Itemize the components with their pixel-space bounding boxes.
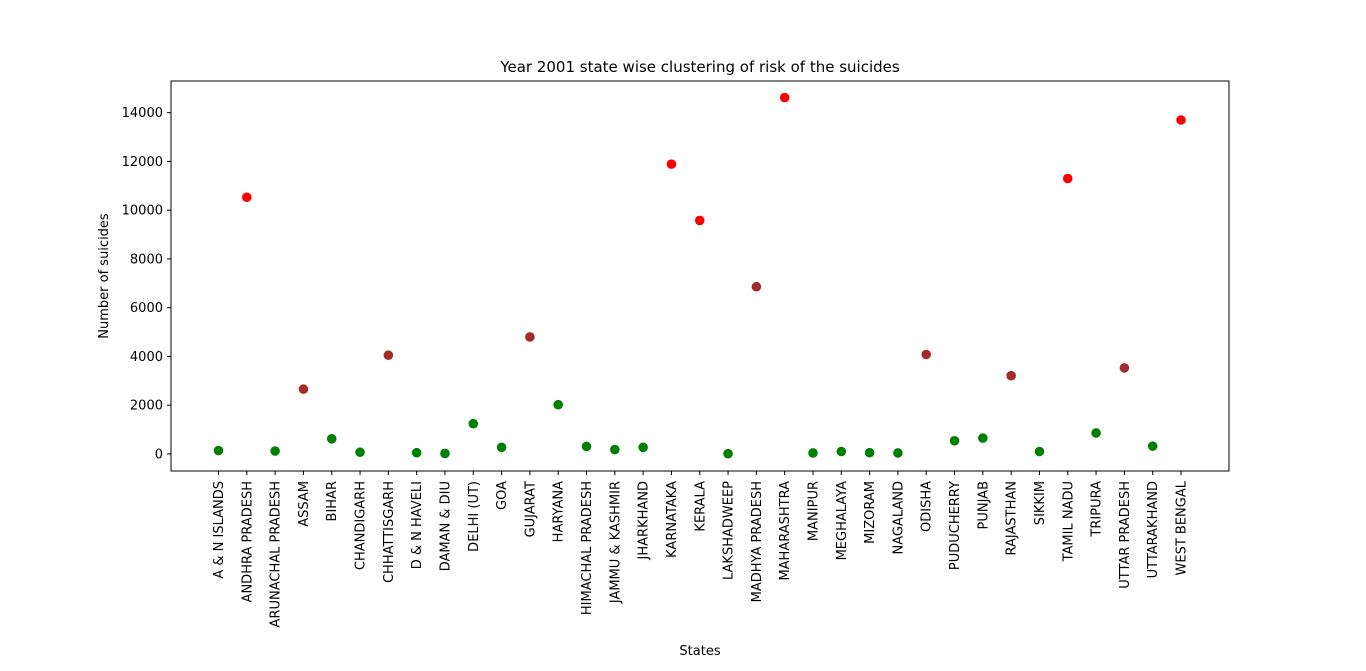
data-point [610, 444, 620, 455]
y-tick-label: 14000 [122, 106, 163, 121]
x-tick-label: TAMIL NADU [1061, 481, 1076, 562]
x-tick-label: GUJARAT [523, 481, 538, 537]
data-point [638, 442, 648, 453]
data-point [978, 433, 988, 443]
x-tick-label: RAJASTHAN [1005, 481, 1020, 555]
x-tick-label: MAHARASHTRA [778, 481, 793, 581]
data-point [1006, 370, 1016, 381]
x-tick-label: LAKSHADWEEP [722, 481, 737, 580]
data-point [355, 447, 365, 458]
data-point [836, 446, 847, 457]
y-tick-label: 2000 [130, 399, 163, 414]
x-tick-label: PUNJAB [976, 481, 991, 530]
data-point [496, 442, 507, 453]
y-tick-label: 6000 [130, 301, 163, 316]
x-tick-label: ASSAM [297, 481, 312, 527]
data-point [779, 92, 790, 103]
x-tick-label: WEST BENGAL [1175, 480, 1190, 575]
y-axis-label: Number of suicides [97, 213, 112, 339]
x-tick-label: HARYANA [552, 481, 567, 542]
x-tick-label: MADHYA PRADESH [750, 481, 765, 602]
data-point [383, 350, 394, 361]
x-tick-label: KERALA [693, 481, 708, 532]
x-tick-label: JAMMU & KASHMIR [608, 481, 623, 604]
data-point [864, 447, 875, 458]
data-point [242, 192, 252, 203]
data-point [468, 418, 479, 429]
data-points [213, 92, 1186, 459]
x-tick-label: ODISHA [920, 481, 935, 532]
x-tick-label: MEGHALAYA [835, 481, 850, 561]
x-tick-label: BIHAR [325, 481, 340, 521]
x-tick-label: GOA [495, 481, 510, 510]
x-tick-label: D & N HAVELI [410, 481, 425, 569]
x-tick-label: DAMAN & DIU [438, 481, 453, 571]
data-point [298, 384, 309, 394]
data-point [921, 349, 932, 360]
y-tick-label: 8000 [130, 252, 163, 267]
x-tick-label: NAGALAND [891, 481, 906, 555]
data-point [751, 281, 762, 292]
x-tick-label: DELHI (UT) [467, 481, 482, 552]
x-tick-label: HIMACHAL PRADESH [580, 481, 595, 615]
plot-area [170, 80, 1230, 472]
data-point [525, 332, 535, 342]
data-point [694, 215, 705, 226]
x-tick-label: JHARKHAND [637, 481, 652, 560]
data-point [326, 434, 337, 444]
data-point [1147, 441, 1158, 451]
y-tick-label: 10000 [122, 204, 163, 219]
x-tick-label: KARNATAKA [665, 481, 680, 558]
data-point [893, 448, 903, 458]
data-point [1062, 173, 1073, 184]
x-tick-label: MIZORAM [863, 481, 878, 544]
data-point [270, 446, 280, 456]
x-tick-label: ARUNACHAL PRADESH [269, 481, 284, 627]
data-point [411, 447, 422, 458]
x-axis-label: States [679, 644, 720, 659]
data-point [1176, 115, 1186, 125]
data-point [440, 448, 450, 459]
x-axis: A & N ISLANDS ANDHRA PRADESH ARUNACHAL PRA… [212, 471, 1190, 627]
data-point [1119, 363, 1130, 373]
x-tick-label: ANDHRA PRADESH [240, 481, 255, 602]
y-axis: 0 2000 4000 6000 8000 10000 12000 14000 [122, 106, 171, 462]
x-tick-label: UTTAR PRADESH [1118, 481, 1133, 589]
data-point [949, 435, 960, 446]
x-tick-label: MANIPUR [806, 481, 821, 541]
data-point [213, 445, 224, 456]
y-tick-label: 4000 [130, 350, 163, 365]
x-tick-label: A & N ISLANDS [212, 481, 227, 579]
data-point [808, 448, 818, 458]
data-point [553, 399, 564, 410]
data-point [581, 441, 592, 452]
x-tick-label: SIKKIM [1033, 481, 1048, 525]
x-tick-label: CHANDIGARH [354, 481, 369, 570]
y-tick-label: 12000 [122, 155, 163, 170]
y-tick-label: 0 [155, 447, 163, 462]
x-tick-label: CHHATTISGARH [382, 481, 397, 583]
chart-title: Year 2001 state wise clustering of risk … [499, 58, 900, 76]
data-point [666, 159, 677, 169]
data-point [1034, 446, 1045, 457]
data-point [723, 448, 733, 459]
x-tick-label: TRIPURA [1090, 481, 1105, 538]
x-tick-label: UTTARAKHAND [1146, 481, 1161, 578]
x-tick-label: PUDUCHERRY [948, 481, 963, 570]
data-point [1091, 428, 1101, 438]
